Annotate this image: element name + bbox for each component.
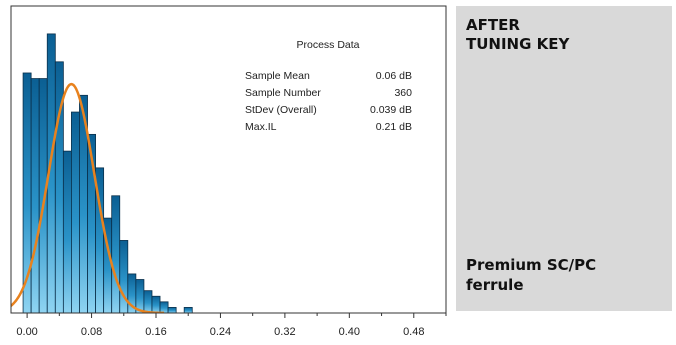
x-axis: 0.00 0.08 0.16 0.24 0.32 0.40 0.48 — [16, 313, 447, 338]
x-tick-label: 0.32 — [274, 326, 295, 338]
stat-value-stdev: 0.039 dB — [370, 104, 412, 116]
histogram-bar — [62, 150, 72, 314]
process-data-title: Process Data — [296, 39, 359, 51]
histogram-bar — [183, 307, 193, 314]
stat-label-max-il: Max.IL — [245, 121, 277, 133]
histogram-bar — [159, 301, 169, 314]
x-tick-label: 0.24 — [210, 326, 231, 338]
histogram-bar — [71, 111, 80, 314]
panel-heading: AFTER TUNING KEY — [466, 16, 570, 53]
normal-fit-curve — [11, 82, 165, 313]
stat-value-sample-number: 360 — [394, 87, 412, 99]
stat-label-sample-number: Sample Number — [245, 87, 321, 99]
stat-value-sample-mean: 0.06 dB — [376, 70, 412, 82]
stat-value-max-il: 0.21 dB — [376, 121, 412, 133]
x-tick-label: 0.40 — [339, 326, 360, 338]
panel-footer: Premium SC/PC ferrule — [466, 256, 597, 294]
histogram-bar — [111, 195, 121, 314]
stat-label-sample-mean: Sample Mean — [245, 70, 310, 82]
stat-label-stdev: StDev (Overall) — [245, 104, 317, 116]
x-tick-label: 0.48 — [403, 326, 424, 338]
process-data-box: Process Data Sample Mean 0.06 dB Sample … — [245, 39, 412, 133]
histogram-bars — [22, 33, 193, 314]
x-tick-label: 0.16 — [145, 326, 166, 338]
info-panel: AFTER TUNING KEY Premium SC/PC ferrule — [456, 6, 672, 311]
x-tick-label: 0.00 — [16, 326, 37, 338]
histogram-bar — [30, 78, 40, 314]
plot-frame — [10, 5, 447, 314]
histogram-bar — [167, 307, 177, 314]
histogram-bar — [151, 295, 161, 314]
histogram-bar — [143, 290, 153, 314]
x-tick-label: 0.08 — [81, 326, 102, 338]
